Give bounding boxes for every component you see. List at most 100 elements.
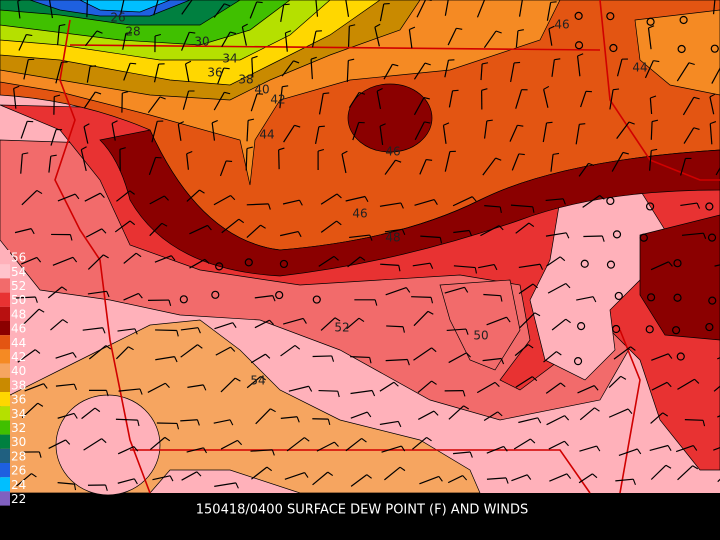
wind-barb-feather — [256, 1, 263, 4]
wind-barb — [184, 63, 190, 82]
calm-marker — [708, 296, 717, 305]
wind-barb — [50, 319, 64, 331]
colorbar-label: 36 — [11, 393, 26, 407]
wind-barb-feather — [401, 229, 406, 236]
wind-barb — [380, 263, 399, 266]
contour-label: 48 — [385, 231, 400, 245]
wind-barb-feather — [392, 63, 399, 67]
wind-barb — [577, 385, 595, 394]
wind-barb — [345, 195, 366, 202]
wind-barb — [347, 26, 350, 47]
wind-barb-feather — [298, 199, 303, 206]
colorbar-label: 54 — [11, 265, 26, 279]
wind-barb — [615, 478, 634, 482]
wind-barb — [288, 385, 309, 392]
wind-barb — [16, 473, 32, 487]
wind-barb — [418, 410, 435, 420]
wind-barb — [282, 199, 300, 205]
wind-barb — [250, 449, 273, 452]
wind-barb-feather — [497, 411, 503, 417]
wind-barb-feather — [154, 33, 162, 37]
wind-barb — [283, 124, 295, 143]
wind-barb — [482, 157, 497, 176]
wind-barb — [220, 439, 238, 450]
colorbar-label: 44 — [11, 336, 26, 350]
wind-barb-feather — [83, 123, 90, 128]
wind-barb — [85, 228, 103, 238]
wind-barb — [177, 124, 182, 141]
colorbar-label: 30 — [11, 435, 26, 449]
wind-barb — [545, 232, 567, 237]
wind-barb-feather — [331, 355, 335, 362]
calm-marker — [275, 290, 284, 300]
wind-barb-feather — [710, 121, 717, 125]
wind-barb-feather — [61, 286, 68, 291]
wind-barb — [649, 444, 669, 451]
wind-barb — [543, 351, 557, 363]
wind-barb — [55, 383, 75, 387]
wind-barb-feather — [423, 97, 430, 100]
wind-barb — [413, 347, 432, 361]
calm-marker — [646, 293, 656, 302]
wind-barb-feather — [349, 24, 356, 27]
wind-barb-feather — [336, 193, 342, 199]
wind-barb — [20, 121, 28, 139]
wind-barb-feather — [230, 195, 236, 201]
wind-barb-feather — [517, 29, 524, 32]
wind-barb — [57, 412, 75, 419]
wind-barb-feather — [105, 390, 109, 397]
wind-barb-feather — [242, 23, 248, 28]
wind-barb-feather — [130, 62, 137, 65]
wind-barb-feather — [537, 417, 542, 424]
wind-barb — [444, 0, 449, 16]
wind-barb — [650, 464, 667, 480]
wind-barb — [280, 416, 298, 419]
wind-barb — [316, 441, 335, 452]
wind-barb-feather — [565, 232, 570, 239]
wind-barb-feather — [424, 121, 431, 124]
wind-barb-feather — [224, 91, 231, 95]
wind-barb-feather — [433, 410, 439, 416]
wind-barb — [576, 296, 594, 301]
wind-barb-feather — [622, 151, 629, 155]
wind-barb-feather — [302, 318, 307, 324]
wind-barb-feather — [556, 351, 562, 356]
wind-barb-feather — [224, 3, 231, 7]
wind-barb — [513, 438, 531, 450]
wind-barb-feather — [204, 258, 210, 264]
wind-barb-feather — [528, 222, 535, 228]
wind-barb — [318, 255, 335, 267]
wind-barb — [114, 220, 131, 233]
wind-barb — [511, 153, 520, 171]
wind-barb — [649, 150, 652, 171]
wind-barb-feather — [197, 327, 201, 334]
wind-barb — [350, 474, 368, 487]
wind-barb — [217, 67, 225, 85]
wind-barb — [675, 445, 694, 453]
wind-barb — [15, 296, 36, 299]
wind-barb-feather — [359, 91, 366, 95]
wind-barb-feather — [505, 477, 509, 484]
calm-marker — [279, 259, 289, 269]
wind-barb-feather — [159, 96, 166, 100]
wind-barb — [250, 353, 266, 364]
wind-barb — [345, 0, 350, 17]
calm-marker — [645, 202, 655, 211]
wind-barb-feather — [471, 196, 477, 202]
wind-barb — [384, 159, 396, 175]
wind-barb-feather — [693, 127, 700, 130]
wind-barb — [379, 202, 402, 207]
wind-barb-feather — [464, 287, 469, 293]
wind-barb-feather — [565, 283, 571, 289]
calm-marker — [612, 324, 621, 334]
wind-barb — [312, 471, 329, 486]
colorbar-swatch — [0, 292, 10, 307]
wind-barb — [519, 312, 536, 329]
wind-barb — [444, 60, 450, 78]
wind-barb-feather — [185, 60, 192, 65]
wind-barb-feather — [534, 312, 541, 317]
wind-barb-feather — [630, 346, 636, 351]
wind-barb-feather — [499, 206, 502, 213]
contour-label: 28 — [125, 25, 140, 39]
